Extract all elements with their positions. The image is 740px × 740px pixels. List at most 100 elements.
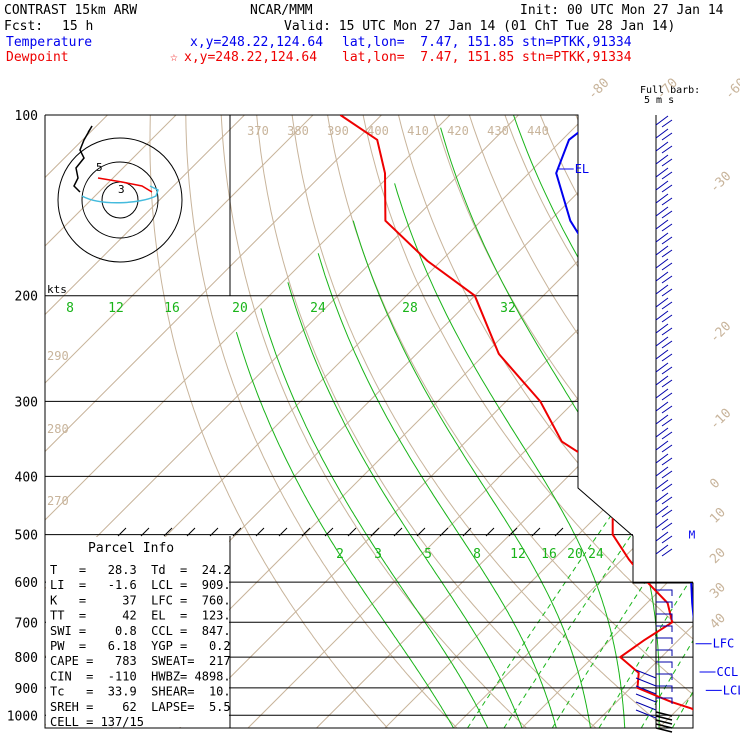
wind-barb [661, 197, 673, 206]
wind-barb [656, 673, 673, 680]
mixing-ratio-line [551, 476, 693, 728]
wind-barb [655, 154, 669, 165]
isotherm-line [45, 115, 314, 728]
wind-barb [656, 601, 673, 608]
stability-tick [324, 527, 334, 537]
isotherm-label: -30 [707, 169, 734, 196]
wind-barb [661, 509, 673, 518]
theta-label: 420 [447, 124, 469, 138]
stability-tick [370, 527, 380, 537]
stability-tick [347, 527, 357, 537]
legend-temperature-station: stn=PTKK,91334 [522, 35, 632, 50]
stability-tick [485, 527, 495, 537]
hodograph-ring-label: 5 [96, 161, 103, 174]
wind-barb [661, 379, 673, 388]
parcel-info-row: T = 28.3 Td = 24.2 [50, 563, 231, 577]
wind-barb [656, 589, 673, 596]
valid-time: Valid: 15 UTC Mon 27 Jan 14 (01 ChT Tue … [284, 19, 676, 34]
pressure-tick-label: 100 [15, 109, 38, 124]
moist-adiabat-line [235, 331, 454, 728]
pressure-tick-label: 600 [15, 576, 38, 591]
wind-barb [661, 470, 673, 479]
theta-label: 440 [527, 124, 549, 138]
mixing-ratio-label: 8 [66, 301, 74, 316]
pressure-tick-label: 1000 [7, 709, 38, 724]
stability-tick [186, 527, 196, 537]
parcel-info-row: CAPE = 783 SWEAT= 217 [50, 654, 231, 668]
mixing-ratio-label: 2 [336, 547, 344, 562]
theta-label-left: 280 [47, 422, 69, 436]
wind-barb [655, 336, 669, 347]
wind-barb [655, 323, 669, 334]
isotherm-line [45, 115, 245, 728]
wind-barb [655, 715, 673, 721]
stability-tick [163, 527, 173, 537]
pressure-tick-label: 700 [15, 616, 38, 631]
stability-tick [531, 527, 541, 537]
stability-tick [255, 527, 265, 537]
parcel-info-row: K = 37 LFC = 760. [50, 593, 231, 607]
wind-barb [656, 649, 673, 656]
wind-barb [661, 184, 673, 193]
mixing-ratio-label: 20 [567, 547, 583, 562]
wind-barb [661, 210, 673, 219]
isotherm-line [521, 115, 693, 728]
wind-barb [655, 518, 669, 529]
dry-adiabat-line [362, 115, 693, 728]
frame-outline [44, 114, 694, 729]
isotherm-line [453, 115, 693, 728]
isotherm-label: -20 [707, 319, 734, 346]
hodograph-trace-cyan [81, 185, 159, 204]
legend-temperature-label: Temperature [6, 35, 93, 50]
wind-barb [661, 392, 673, 401]
parcel-info-box: Parcel Info T = 28.3 Td = 24.2LI = -1.6 L… [46, 537, 231, 729]
wind-barb [656, 613, 673, 620]
stability-tick [301, 527, 311, 537]
parcel-info-row: PW = 6.18 YGP = 0.2 [50, 639, 231, 653]
wind-barb [655, 427, 669, 438]
isotherm-label: 10 [707, 505, 729, 527]
ccl-marker-label: CCL [717, 665, 739, 679]
wind-barb [661, 522, 673, 531]
wind-barb [655, 531, 669, 542]
mixing-ratio-label: 5 [424, 547, 432, 562]
wind-barb [655, 388, 669, 399]
parcel-info-row: CELL = 137/15 [50, 715, 144, 729]
isotherm-label: 0 [707, 476, 723, 492]
wind-barb [655, 284, 669, 295]
isotherm-label: -80 [585, 76, 612, 103]
wind-barb [655, 723, 673, 729]
isotherm-line [316, 115, 693, 728]
wind-barb [661, 548, 673, 557]
sounding-series [339, 115, 693, 717]
moist-adiabat-line [394, 183, 626, 728]
isotherm-label: 30 [707, 580, 729, 602]
wind-barb [661, 275, 673, 284]
wind-barb [661, 171, 673, 180]
wind-barb [655, 258, 669, 269]
model-source: NCAR/MMM [250, 3, 313, 18]
isotherm-label: -10 [707, 406, 734, 433]
wind-barb [655, 167, 669, 178]
wind-barb [655, 193, 669, 204]
wind-barb [661, 444, 673, 453]
wind-barb [655, 544, 669, 555]
wind-barb [661, 340, 673, 349]
dry-adiabat-line [256, 115, 597, 728]
wind-barb [661, 145, 673, 154]
pressure-tick-label: 400 [15, 470, 38, 485]
wind-barb [655, 401, 669, 412]
wind-barb [655, 440, 669, 451]
wind-barb [661, 314, 673, 323]
stability-tick [209, 527, 219, 537]
theta-label: 430 [487, 124, 509, 138]
wind-barb [656, 697, 673, 704]
wind-barb [655, 505, 669, 516]
dry-adiabat-line [504, 115, 693, 728]
wind-barb [655, 180, 669, 191]
stability-tick [416, 527, 426, 537]
moist-adiabat-line [260, 308, 489, 728]
wind-barb [661, 327, 673, 336]
wind-barb [655, 115, 669, 126]
